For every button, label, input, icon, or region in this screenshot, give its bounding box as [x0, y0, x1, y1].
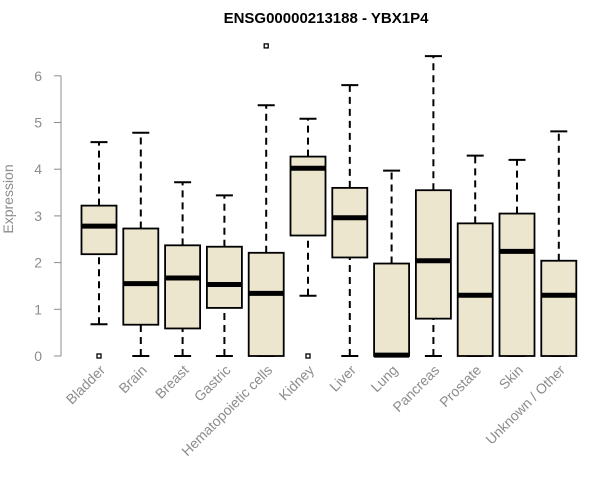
iqr-box [540, 259, 578, 357]
x-tick-label: Bladder [63, 362, 109, 408]
iqr-box [498, 212, 536, 357]
iqr-box [331, 186, 369, 259]
outlier-point [263, 43, 269, 49]
iqr-box [164, 244, 202, 330]
y-tick-label: 1 [34, 301, 42, 317]
iqr-box [80, 204, 118, 256]
iqr-box [122, 227, 160, 326]
box-liver [331, 84, 369, 357]
y-tick-label: 5 [34, 115, 42, 131]
box-gastric [205, 194, 243, 357]
iqr-box [456, 222, 494, 357]
y-tick-label: 2 [34, 255, 42, 271]
box-skin [498, 158, 536, 357]
box-brain [122, 131, 160, 357]
box-bladder [80, 141, 118, 359]
x-tick-label: Breast [152, 362, 192, 402]
y-axis-label: Expression [0, 164, 16, 233]
y-tick-label: 4 [34, 161, 42, 177]
x-tick-label: Unknown / Other [482, 362, 568, 448]
x-tick-label: Kidney [276, 362, 318, 404]
y-tick-label: 3 [34, 208, 42, 224]
box-breast [164, 181, 202, 357]
iqr-box [247, 251, 285, 357]
x-tick-label: Skin [496, 362, 527, 393]
outlier-point [305, 353, 311, 359]
iqr-box [414, 189, 452, 320]
x-tick-label: Lung [367, 362, 400, 395]
x-tick-label: Liver [326, 362, 359, 395]
chart-title: ENSG00000213188 - YBX1P4 [224, 10, 430, 27]
box-prostate [456, 154, 494, 357]
box-kidney [289, 117, 327, 359]
box-pancreas [414, 55, 452, 357]
y-axis: 0 1 2 3 4 5 6 [34, 68, 62, 364]
box-unknown-other [540, 130, 578, 357]
y-tick-label: 0 [34, 348, 42, 364]
outlier-point [96, 353, 102, 359]
iqr-box [205, 245, 243, 309]
box-hematopoietic-cells [247, 43, 285, 357]
box-lung [373, 169, 411, 358]
iqr-box [373, 262, 411, 357]
y-tick-label: 6 [34, 68, 42, 84]
x-tick-label: Prostate [436, 362, 484, 410]
boxes [80, 43, 578, 359]
x-tick-label: Brain [115, 362, 149, 396]
